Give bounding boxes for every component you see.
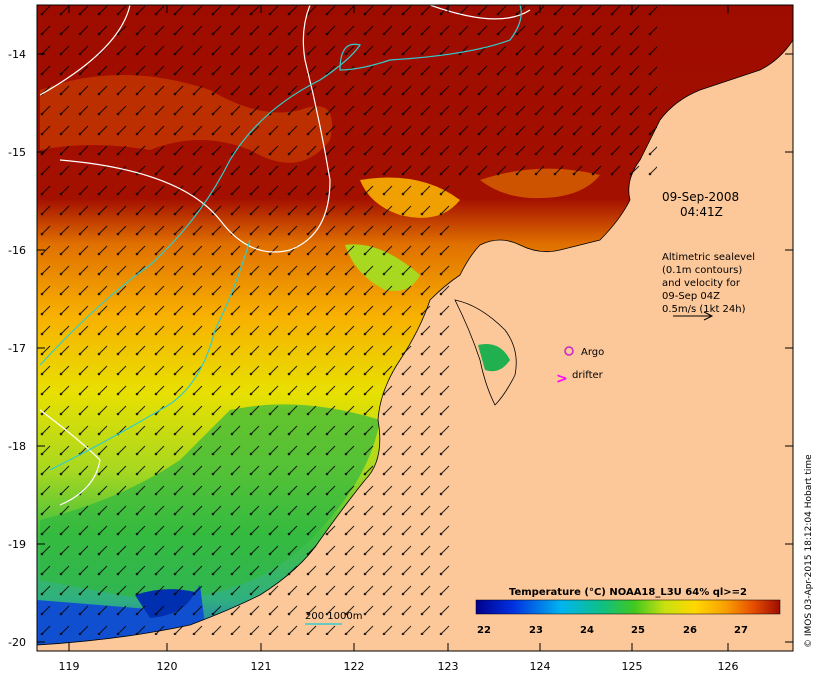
info-line: Altimetric sealevel	[662, 252, 755, 263]
colorbar-tick-label: 22	[477, 625, 491, 636]
lon-tick-label: 119	[59, 660, 80, 673]
sealevel-contour	[429, 5, 531, 20]
info-line: (0.1m contours)	[662, 265, 742, 276]
colorbar	[475, 599, 781, 615]
sealevel-contour	[39, 5, 131, 96]
lat-tick-label: -17	[8, 342, 26, 355]
colorbar-tick-label: 27	[734, 625, 748, 636]
lat-tick-label: -15	[8, 146, 26, 159]
sealevel-contour	[39, 409, 101, 506]
info-line: 09-Sep 04Z	[662, 291, 720, 302]
image-date: 09-Sep-2008	[662, 190, 739, 204]
lon-tick-label: 121	[251, 660, 272, 673]
drifter-legend-label: drifter	[572, 370, 604, 381]
lon-tick-label: 122	[344, 660, 365, 673]
sealevel-contour	[59, 5, 331, 253]
lon-tick-label: 123	[438, 660, 459, 673]
image-time: 04:41Z	[680, 205, 723, 219]
green-nearshore	[478, 344, 510, 372]
bathymetry-contour	[49, 239, 251, 471]
lat-tick-label: -19	[8, 538, 26, 551]
lat-tick-label: -16	[8, 244, 26, 257]
bathymetry-contour	[39, 5, 522, 366]
lat-tick-label: -20	[8, 636, 26, 649]
velocity-arrows	[37, 5, 457, 635]
info-line: 0.5m/s (1kt 24h)	[662, 304, 746, 315]
bathymetry-legend-label: 200 1000m	[305, 611, 362, 622]
drifter-marker-icon: >	[556, 371, 568, 387]
colorbar-title: Temperature (°C) NOAA18_L3U 64% ql>=2	[509, 587, 747, 598]
colorbar-tick-label: 24	[580, 625, 594, 636]
colorbar-tick-label: 26	[683, 625, 697, 636]
lon-tick-label: 124	[530, 660, 551, 673]
lon-tick-label: 126	[718, 660, 739, 673]
lon-tick-label: 120	[157, 660, 178, 673]
map-border	[36, 4, 794, 652]
lon-tick-label: 125	[622, 660, 643, 673]
argo-marker-icon	[564, 346, 574, 356]
colorbar-tick-label: 23	[529, 625, 543, 636]
colorbar-tick-label: 25	[631, 625, 645, 636]
info-line: and velocity for	[662, 278, 741, 289]
velocity-arrows	[457, 5, 657, 185]
argo-legend-label: Argo	[581, 347, 604, 358]
lat-tick-label: -14	[8, 48, 26, 61]
lat-tick-label: -18	[8, 440, 26, 453]
scale-arrow	[673, 311, 714, 321]
credit-text: © IMOS 03-Apr-2015 18:12:04 Hobart time	[804, 454, 814, 648]
map-body	[37, 5, 793, 651]
tick-marks	[37, 5, 793, 651]
